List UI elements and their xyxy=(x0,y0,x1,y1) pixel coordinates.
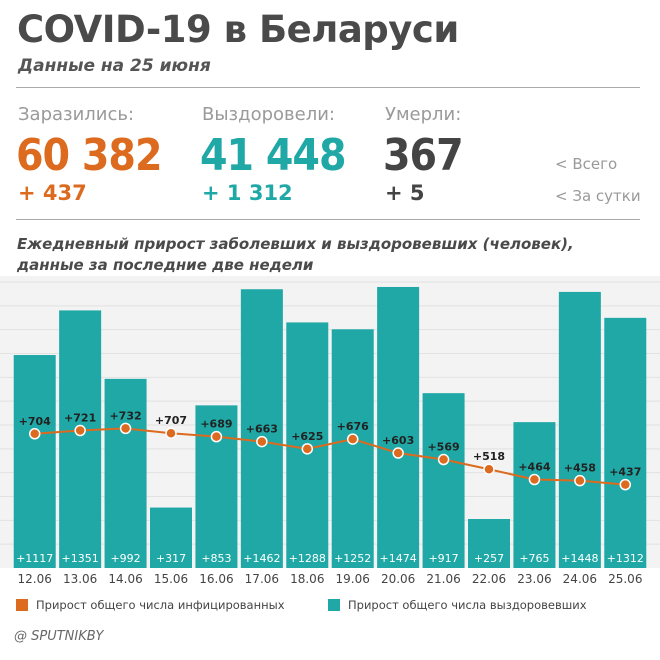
line-value-label: +721 xyxy=(64,412,96,425)
recovered-label: Выздоровели: xyxy=(202,104,335,125)
deaths-delta: + 5 xyxy=(385,181,425,205)
line-point-12.06 xyxy=(28,428,41,440)
chart-title: Ежедневный прирост заболевших и выздоров… xyxy=(17,234,637,276)
bar-value-label: +1462 xyxy=(243,552,280,565)
line-point-20.06 xyxy=(392,447,404,459)
x-tick-label: 22.06 xyxy=(472,572,506,586)
line-value-label: +704 xyxy=(19,415,52,428)
line-point-21.06 xyxy=(437,453,450,466)
bar-value-label: +917 xyxy=(428,552,458,565)
x-tick-label: 19.06 xyxy=(336,572,370,586)
legend-infected-label: Прирост общего числа инфицированных xyxy=(36,598,285,612)
line-point-18.06 xyxy=(301,443,314,455)
chart-title-line-2: данные за последние две недели xyxy=(17,256,314,274)
bar-value-label: +257 xyxy=(474,552,504,565)
x-tick-label: 15.06 xyxy=(154,572,188,586)
infected-delta: + 437 xyxy=(18,181,87,205)
line-value-label: +663 xyxy=(246,423,278,436)
page-title: COVID-19 в Беларуси xyxy=(17,8,459,51)
divider-middle xyxy=(16,219,640,220)
daily-growth-chart: +1117 +1351 +992 +317 +853 +1462 +1288 +1252 +14… xyxy=(0,276,660,586)
line-point-15.06 xyxy=(165,427,177,439)
line-point-24.06 xyxy=(574,474,586,487)
bar-value-label: +1351 xyxy=(62,552,99,565)
line-point-25.06 xyxy=(619,478,632,491)
bar-value-label: +1117 xyxy=(16,552,53,565)
bar-17.06 xyxy=(240,289,283,568)
infected-growth-line xyxy=(34,427,626,486)
x-tick-label: 18.06 xyxy=(290,572,324,586)
bar-13.06 xyxy=(59,310,102,568)
x-tick-label: 12.06 xyxy=(18,572,52,586)
bar-20.06 xyxy=(377,286,420,568)
bar-value-label: +765 xyxy=(519,552,549,565)
bar-23.06 xyxy=(513,422,556,568)
x-tick-label: 23.06 xyxy=(517,572,551,586)
bar-value-label: +853 xyxy=(201,552,231,565)
x-tick-label: 13.06 xyxy=(63,572,97,586)
infected-total: 60 382 xyxy=(16,130,162,181)
deaths-label: Умерли: xyxy=(385,104,462,125)
line-value-label: +689 xyxy=(200,418,232,431)
bar-value-label: +1448 xyxy=(561,552,598,565)
x-tick-label: 17.06 xyxy=(245,572,279,586)
legend-recovered-label: Прирост общего числа выздоровевших xyxy=(348,598,587,612)
recovered-delta: + 1 312 xyxy=(202,181,293,205)
line-value-label: +464 xyxy=(518,461,551,474)
legend-infected: Прирост общего числа инфицированных xyxy=(16,597,285,613)
page-subtitle: Данные на 25 июня xyxy=(18,56,211,76)
bar-value-label: +1474 xyxy=(380,552,417,565)
bar-value-label: +1288 xyxy=(289,552,326,565)
legend-recovered-swatch xyxy=(328,599,340,611)
bar-15.06 xyxy=(150,507,192,568)
bar-12.06 xyxy=(13,355,56,568)
deaths-total: 367 xyxy=(383,130,464,181)
line-point-16.06 xyxy=(210,430,223,443)
line-value-label: +518 xyxy=(473,450,505,463)
line-point-14.06 xyxy=(119,422,132,435)
line-point-23.06 xyxy=(528,473,541,486)
line-point-22.06 xyxy=(483,463,495,475)
bar-value-label: +992 xyxy=(110,552,140,565)
line-value-label: +458 xyxy=(564,462,596,475)
bar-24.06 xyxy=(558,291,601,568)
divider-top xyxy=(16,87,640,88)
bar-value-label: +1252 xyxy=(334,552,371,565)
bar-value-label: +317 xyxy=(156,552,186,565)
line-value-label: +676 xyxy=(337,420,370,433)
x-tick-label: 20.06 xyxy=(381,572,415,586)
x-tick-label: 25.06 xyxy=(608,572,642,586)
line-point-13.06 xyxy=(74,424,86,437)
x-tick-label: 21.06 xyxy=(426,572,460,586)
note-total: < Всего xyxy=(555,155,618,173)
credit: @ SPUTNIKBY xyxy=(14,629,104,644)
recovered-total: 41 448 xyxy=(200,130,346,181)
line-point-19.06 xyxy=(346,433,359,445)
x-tick-label: 24.06 xyxy=(563,572,597,586)
legend-infected-swatch xyxy=(16,599,28,611)
note-daily: < За сутки xyxy=(555,187,641,205)
bar-14.06 xyxy=(104,378,147,568)
bar-21.06 xyxy=(422,393,465,568)
x-tick-label: 14.06 xyxy=(108,572,142,586)
line-value-label: +732 xyxy=(109,409,141,422)
line-value-label: +569 xyxy=(427,441,459,454)
infected-label: Заразились: xyxy=(18,104,135,125)
x-tick-label: 16.06 xyxy=(199,572,233,586)
line-value-label: +437 xyxy=(609,466,641,479)
line-value-label: +707 xyxy=(155,414,187,427)
bar-19.06 xyxy=(331,329,374,568)
bar-22.06 xyxy=(468,518,510,568)
legend-recovered: Прирост общего числа выздоровевших xyxy=(328,597,587,613)
line-value-label: +603 xyxy=(382,434,414,447)
bar-25.06 xyxy=(604,317,647,568)
bar-value-label: +1312 xyxy=(607,552,644,565)
line-value-label: +625 xyxy=(291,430,323,443)
chart-title-line-1: Ежедневный прирост заболевших и выздоров… xyxy=(17,235,574,253)
line-point-17.06 xyxy=(256,435,268,448)
